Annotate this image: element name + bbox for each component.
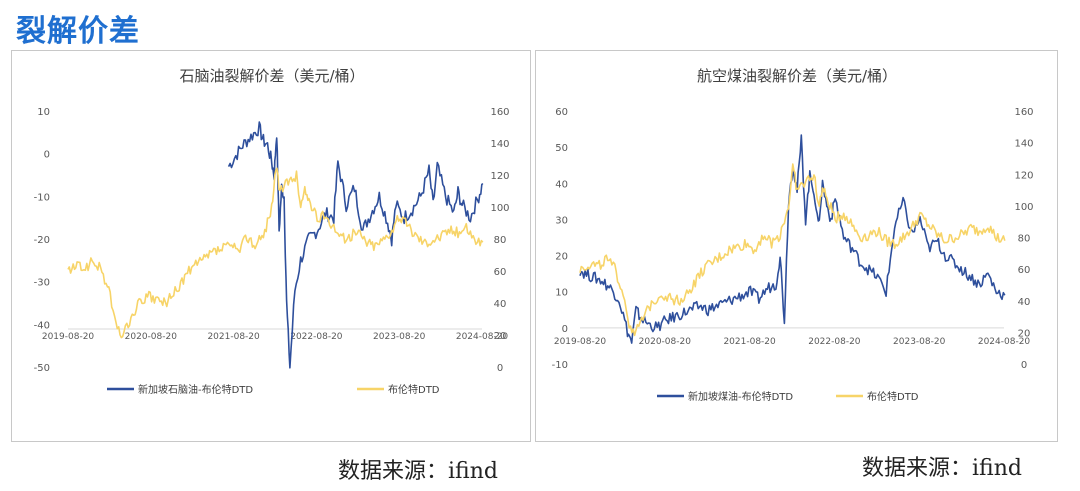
y-right-tick-label: 160 [1014, 107, 1033, 118]
x-tick-label: 2023-08-20 [373, 332, 426, 342]
x-tick-label: 2021-08-20 [723, 337, 776, 347]
x-tick-label: 2019-08-20 [42, 332, 95, 342]
y-left-tick-label: 0 [562, 324, 568, 335]
y-left-tick-label: -10 [34, 192, 50, 203]
x-tick-label: 2021-08-20 [207, 332, 260, 342]
x-tick-label: 2024-08-20 [978, 337, 1031, 347]
jet-kerosene-crack-spread-chart-panel: 航空煤油裂解价差（美元/桶） 60 50 40 30 20 10 0 -10 160 140 120 1… [535, 50, 1058, 442]
legend-label: 布伦特DTD [388, 383, 440, 396]
x-tick-label: 2023-08-20 [893, 337, 946, 347]
x-tick-label: 2022-08-20 [808, 337, 861, 347]
jet-kerosene-crack-spread-chart: 航空煤油裂解价差（美元/桶）6050403020100-101601401201… [552, 67, 1034, 403]
legend-label: 新加坡石脑油-布伦特DTD [138, 383, 253, 396]
y-right-tick-label: 140 [1014, 139, 1033, 150]
data-source-left: 数据来源：ifind [338, 459, 498, 484]
x-tick-label: 2020-08-20 [639, 337, 692, 347]
y-right-tick-label: 100 [490, 203, 509, 214]
y-right-tick-label: 120 [1014, 170, 1033, 181]
y-left-tick-label: 60 [555, 107, 568, 118]
y-right-tick-label: 0 [1021, 360, 1027, 371]
y-left-tick-label: -20 [34, 235, 50, 246]
naphtha-crack-spread-chart-panel: 石脑油裂解价差（美元/桶） 10 0 -10 -20 -30 -40 -50 160 140 120… [11, 50, 531, 442]
y-right-tick-label: 40 [494, 299, 507, 310]
x-tick-label: 2019-08-20 [554, 337, 607, 347]
y-right-tick-label: 100 [1014, 202, 1033, 213]
chart-title: 航空煤油裂解价差（美元/桶） [697, 67, 897, 85]
y-left-tick-label: 10 [37, 107, 50, 118]
y-right-tick-label: 80 [494, 235, 507, 246]
series-line-spread [579, 134, 1006, 344]
y-left-tick-label: -50 [34, 363, 50, 374]
x-tick-label: 2020-08-20 [125, 332, 178, 342]
y-left-tick-label: 40 [555, 179, 568, 190]
y-left-tick-label: -30 [34, 278, 50, 289]
series-line-spread [227, 121, 484, 369]
data-source-right: 数据来源：ifind [862, 456, 1022, 481]
y-left-tick-label: 30 [555, 215, 568, 226]
y-left-tick-label: -10 [552, 360, 568, 371]
y-right-tick-label: 60 [1018, 265, 1031, 276]
y-left-tick-label: 20 [555, 252, 568, 263]
y-right-tick-label: 160 [490, 107, 509, 118]
y-left-tick-label: 50 [555, 143, 568, 154]
y-right-tick-label: 0 [497, 363, 503, 374]
y-right-tick-label: 120 [490, 171, 509, 182]
page-heading: 裂解价差 [16, 14, 140, 49]
naphtha-crack-spread-chart: 石脑油裂解价差（美元/桶）100-10-20-30-40-50160140120… [34, 67, 510, 396]
series-line-brent [579, 163, 1006, 337]
y-right-tick-label: 60 [494, 267, 507, 278]
x-tick-label: 2024-08-20 [456, 332, 509, 342]
legend-label: 新加坡煤油-布伦特DTD [688, 390, 793, 403]
y-left-tick-label: 10 [555, 288, 568, 299]
y-right-tick-label: 20 [494, 331, 507, 342]
y-right-tick-label: 140 [490, 139, 509, 150]
y-left-tick-label: 0 [44, 150, 50, 161]
series-line-brent [67, 167, 484, 339]
y-right-tick-label: 20 [1018, 328, 1031, 339]
chart-title: 石脑油裂解价差（美元/桶） [179, 67, 364, 85]
legend-label: 布伦特DTD [867, 390, 919, 403]
y-left-tick-label: -40 [34, 320, 50, 331]
x-tick-label: 2022-08-20 [290, 332, 343, 342]
y-right-tick-label: 80 [1018, 234, 1031, 245]
y-right-tick-label: 40 [1018, 297, 1031, 308]
